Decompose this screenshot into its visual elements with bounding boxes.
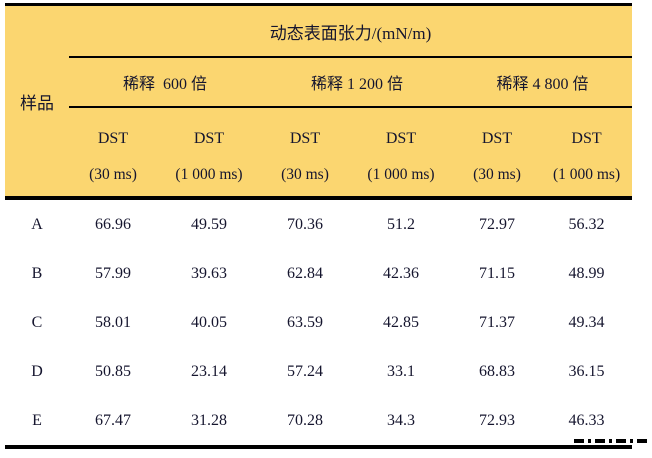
value-cell: 66.96 — [69, 198, 157, 249]
value-cell: 72.97 — [453, 198, 541, 249]
value-cell: 31.28 — [157, 396, 261, 449]
sample-cell: A — [5, 198, 69, 249]
subheader-ms-3: (30 ms) — [261, 154, 349, 200]
value-cell: 34.3 — [349, 396, 453, 449]
value-cell: 23.14 — [157, 347, 261, 396]
value-cell: 56.32 — [541, 198, 633, 249]
value-cell: 57.24 — [261, 347, 349, 396]
value-cell: 50.85 — [69, 347, 157, 396]
group-header-dilution-1200: 稀释 1 200 倍 — [261, 57, 453, 108]
subheader-dst-5: DST — [453, 107, 541, 154]
group-header-dilution-4800: 稀释 4 800 倍 — [453, 57, 633, 108]
sample-cell: C — [5, 298, 69, 347]
subheader-ms-6: (1 000 ms) — [541, 154, 633, 200]
value-cell: 39.63 — [157, 249, 261, 298]
subheader-ms-2: (1 000 ms) — [157, 154, 261, 200]
dynamic-surface-tension-table: 样品 动态表面张力/(mN/m) 稀释 600 倍 稀释 1 200 倍 稀释 … — [5, 3, 633, 449]
value-cell: 71.37 — [453, 298, 541, 347]
table-row-sample-b: B 57.99 39.63 62.84 42.36 71.15 48.99 — [5, 249, 633, 298]
value-cell: 33.1 — [349, 347, 453, 396]
subheader-ms-row: (30 ms) (1 000 ms) (30 ms) (1 000 ms) (3… — [5, 154, 633, 200]
subheader-dst-2: DST — [157, 107, 261, 154]
table-row-sample-d: D 50.85 23.14 57.24 33.1 68.83 36.15 — [5, 347, 633, 396]
value-cell: 57.99 — [69, 249, 157, 298]
subheader-ms-4: (1 000 ms) — [349, 154, 453, 200]
subheader-ms-5: (30 ms) — [453, 154, 541, 200]
value-cell: 42.36 — [349, 249, 453, 298]
subheader-dst-4: DST — [349, 107, 453, 154]
sample-cell: E — [5, 396, 69, 449]
value-cell: 67.47 — [69, 396, 157, 449]
value-cell: 40.05 — [157, 298, 261, 347]
table-row-sample-c: C 58.01 40.05 63.59 42.85 71.37 49.34 — [5, 298, 633, 347]
value-cell: 49.59 — [157, 198, 261, 249]
subheader-dst-6: DST — [541, 107, 633, 154]
table-row-sample-e: E 67.47 31.28 70.28 34.3 72.93 46.33 — [5, 396, 633, 449]
subheader-dst-3: DST — [261, 107, 349, 154]
scan-artifact-dashes — [574, 439, 648, 443]
value-cell: 62.84 — [261, 249, 349, 298]
subheader-dst-row: DST DST DST DST DST DST — [5, 107, 633, 154]
value-cell: 72.93 — [453, 396, 541, 449]
subheader-dst-1: DST — [69, 107, 157, 154]
sample-cell: B — [5, 249, 69, 298]
value-cell: 51.2 — [349, 198, 453, 249]
table-row-sample-a: A 66.96 49.59 70.36 51.2 72.97 56.32 — [5, 198, 633, 249]
value-cell: 63.59 — [261, 298, 349, 347]
group-header-row: 稀释 600 倍 稀释 1 200 倍 稀释 4 800 倍 — [5, 57, 633, 108]
value-cell: 48.99 — [541, 249, 633, 298]
value-cell: 70.36 — [261, 198, 349, 249]
scan-artifact — [574, 438, 648, 445]
value-cell: 42.85 — [349, 298, 453, 347]
value-cell: 68.83 — [453, 347, 541, 396]
value-cell: 71.15 — [453, 249, 541, 298]
subheader-ms-1: (30 ms) — [69, 154, 157, 200]
corner-header-sample: 样品 — [5, 4, 69, 200]
value-cell: 70.28 — [261, 396, 349, 449]
sample-cell: D — [5, 347, 69, 396]
value-cell: 58.01 — [69, 298, 157, 347]
value-cell: 49.34 — [541, 298, 633, 347]
title-row: 样品 动态表面张力/(mN/m) — [5, 4, 633, 200]
group-header-dilution-600: 稀释 600 倍 — [69, 57, 261, 108]
table-title: 动态表面张力/(mN/m) — [69, 4, 633, 58]
value-cell: 36.15 — [541, 347, 633, 396]
